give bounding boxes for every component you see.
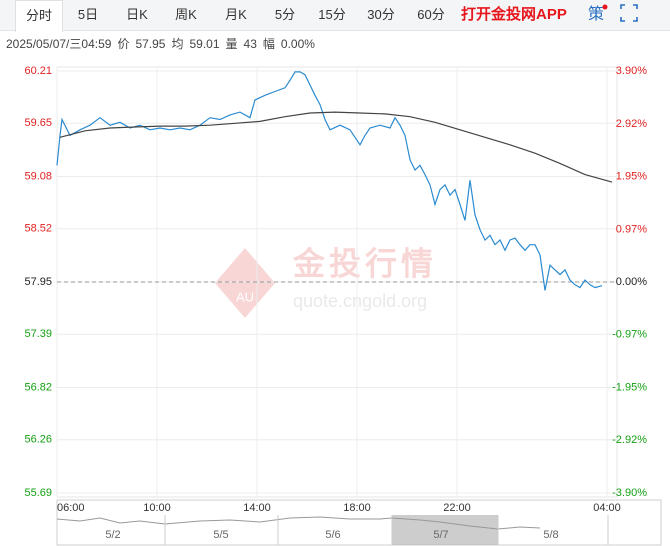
info-item: 0.00%	[280, 37, 315, 51]
tab[interactable]: 30分	[367, 7, 395, 22]
y-tick-label: 57.95	[24, 276, 52, 288]
y-tick-label: 56.26	[24, 434, 52, 446]
tab[interactable]: 周K	[175, 7, 197, 22]
navigator-label: 5/7	[433, 529, 448, 541]
tab[interactable]: 月K	[225, 7, 247, 22]
watermark: AU 金投行情 quote.cngold.org	[215, 245, 437, 318]
y-tick-label: 59.08	[24, 170, 52, 182]
y-tick-label: 60.21	[24, 65, 52, 77]
x-tick-label: 04:00	[593, 502, 621, 514]
y2-tick-label: 0.97%	[616, 223, 647, 235]
y-tick-label: 55.69	[24, 487, 52, 499]
y-tick-label: 57.39	[24, 328, 52, 340]
info-item: 量	[225, 37, 238, 51]
info-item: 43	[243, 37, 257, 51]
tab[interactable]: 5日	[77, 7, 99, 22]
tab[interactable]: 5分	[274, 7, 296, 22]
y2-tick-label: -1.95%	[612, 381, 647, 393]
y2-tick-label: 3.90%	[616, 65, 647, 77]
tab[interactable]: 15分	[318, 7, 346, 22]
y2-tick-label: 1.95%	[616, 170, 647, 182]
y2-tick-label: 2.92%	[616, 118, 647, 130]
info-item: 均	[171, 37, 184, 51]
watermark-url: quote.cngold.org	[293, 291, 427, 311]
tab[interactable]: 日K	[126, 7, 148, 22]
navigator	[56, 499, 662, 546]
navigator-label: 5/8	[543, 529, 558, 541]
icons	[602, 4, 638, 22]
watermark-logo: AU	[236, 289, 254, 304]
tab[interactable]: 60分	[417, 7, 445, 22]
info-line: 2025/05/07/三04:59 价 57.95 均 59.01 量 43 幅 0.00%	[6, 35, 321, 52]
tab-bar: 打开金投网APP 策 分时 5日 日K 周K 月K 5分 15分 30分 60分	[0, 0, 670, 32]
price-line	[56, 71, 603, 291]
tab[interactable]: 分时	[15, 0, 63, 32]
x-tick-label: 14:00	[243, 502, 271, 514]
strategy-button[interactable]: 策	[588, 6, 605, 23]
info-item: 幅	[262, 37, 275, 51]
y2-tick-label: -0.97%	[612, 328, 647, 340]
info-item: 59.01	[189, 37, 220, 51]
price-line	[59, 111, 613, 183]
info-item: 价	[117, 37, 130, 51]
y-tick-label: 59.65	[24, 117, 52, 129]
y2-tick-label: 0.00%	[616, 276, 647, 288]
info-item: 2025/05/07/三04:59	[6, 37, 112, 51]
y-tick-label: 56.82	[24, 381, 52, 393]
y2-tick-label: -3.90%	[612, 487, 647, 499]
watermark-name: 金投行情	[292, 245, 437, 281]
x-tick-label: 06:00	[57, 502, 85, 514]
y2-tick-label: -2.92%	[612, 434, 647, 446]
info-item: 57.95	[135, 37, 166, 51]
x-tick-label: 22:00	[443, 502, 471, 514]
x-tick-label: 10:00	[143, 502, 171, 514]
y-tick-label: 58.52	[24, 223, 52, 235]
app-link[interactable]: 打开金投网APP	[461, 6, 567, 23]
navigator-label: 5/2	[105, 529, 120, 541]
fullscreen-icon[interactable]	[620, 4, 638, 22]
navigator-label: 5/5	[213, 529, 228, 541]
navigator-label: 5/6	[325, 529, 340, 541]
x-tick-label: 18:00	[343, 502, 371, 514]
